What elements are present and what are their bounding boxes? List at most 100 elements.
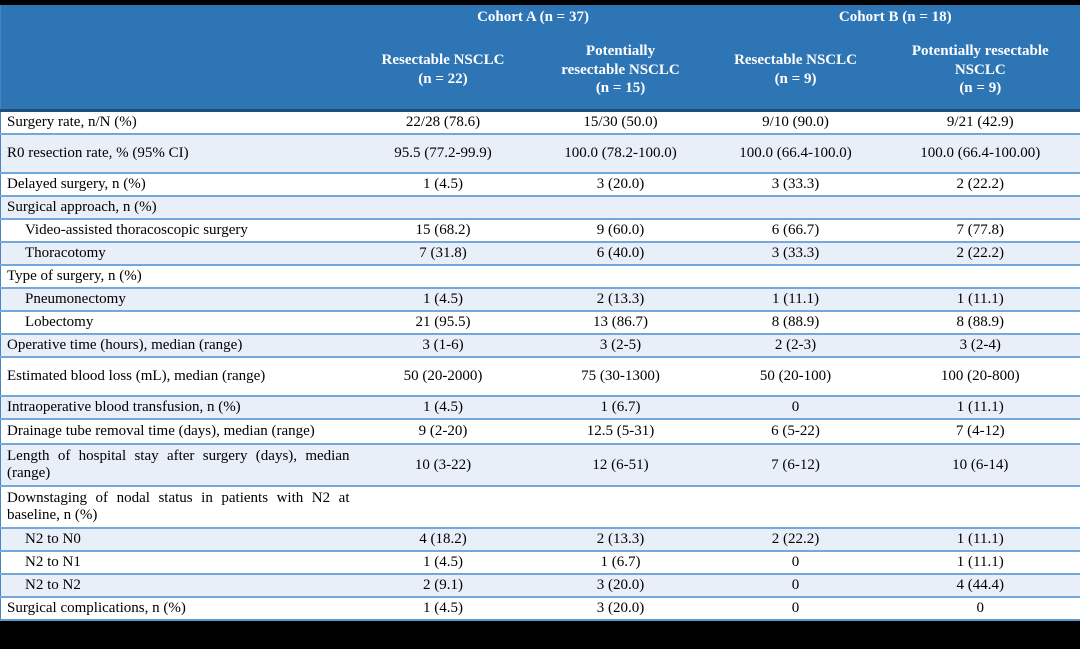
row-value: 1 (11.1) bbox=[880, 287, 1080, 311]
table-row: Estimated blood loss (mL), median (range… bbox=[0, 356, 1080, 396]
table-row: Drainage tube removal time (days), media… bbox=[0, 418, 1080, 444]
column-header-cohort-a-potentially-resectable: Potentially resectable NSCLC (n = 15) bbox=[530, 31, 711, 111]
row-value: 9 (60.0) bbox=[530, 218, 711, 242]
table-row: Surgical complications, n (%) 1 (4.5) 3 (2… bbox=[0, 596, 1080, 620]
row-value bbox=[530, 264, 711, 288]
row-label: R0 resection rate, % (95% CI) bbox=[0, 133, 356, 173]
row-label: Drainage tube removal time (days), media… bbox=[0, 418, 356, 444]
row-label: Lobectomy bbox=[0, 310, 356, 334]
row-value: 0 bbox=[710, 596, 881, 620]
row-label: N2 to N2 bbox=[0, 573, 356, 597]
row-value: 8 (88.9) bbox=[880, 310, 1080, 334]
row-value: 1 (11.1) bbox=[880, 395, 1080, 419]
table-header: Cohort A (n = 37) Cohort B (n = 18) Rese… bbox=[0, 5, 1080, 111]
row-value bbox=[355, 195, 531, 219]
row-value: 75 (30-1300) bbox=[530, 356, 711, 396]
row-value bbox=[880, 485, 1080, 528]
row-label: Video-assisted thoracoscopic surgery bbox=[0, 218, 356, 242]
row-value: 2 (2-3) bbox=[710, 333, 881, 357]
table-row: N2 to N0 4 (18.2) 2 (13.3) 2 (22.2) 1 (11.1) bbox=[0, 527, 1080, 551]
row-value: 3 (20.0) bbox=[530, 172, 711, 196]
row-value: 12 (6-51) bbox=[530, 443, 711, 486]
row-value: 9 (2-20) bbox=[355, 418, 531, 444]
bottom-black-bar bbox=[0, 637, 1080, 649]
table-row: R0 resection rate, % (95% CI) 95.5 (77.2-… bbox=[0, 133, 1080, 173]
row-value bbox=[880, 195, 1080, 219]
table-row: Video-assisted thoracoscopic surgery 15 (… bbox=[0, 218, 1080, 242]
row-value: 10 (6-14) bbox=[880, 443, 1080, 486]
row-label: Length of hospital stay after surgery (d… bbox=[0, 443, 356, 486]
row-value: 1 (4.5) bbox=[355, 287, 531, 311]
column-header-cohort-a-resectable: Resectable NSCLC (n = 22) bbox=[355, 31, 531, 111]
row-value: 1 (11.1) bbox=[880, 527, 1080, 551]
row-label: Surgery rate, n/N (%) bbox=[7, 114, 137, 130]
row-value: 100.0 (66.4-100.0) bbox=[710, 133, 881, 173]
row-value: 9/21 (42.9) bbox=[946, 114, 1014, 130]
row-value bbox=[880, 264, 1080, 288]
row-value: 7 (31.8) bbox=[355, 241, 531, 265]
row-value: 2 (9.1) bbox=[355, 573, 531, 597]
subgroup-header-row: Resectable NSCLC (n = 22) Potentially re… bbox=[1, 31, 1080, 111]
row-value: 8 (88.9) bbox=[710, 310, 881, 334]
row-value: 12.5 (5-31) bbox=[530, 418, 711, 444]
row-value: 100.0 (66.4-100.00) bbox=[880, 133, 1080, 173]
row-label: N2 to N1 bbox=[0, 550, 356, 574]
row-value: 1 (4.5) bbox=[355, 596, 531, 620]
cohort-a-header: Cohort A (n = 37) bbox=[355, 5, 711, 31]
row-label: Operative time (hours), median (range) bbox=[0, 333, 356, 357]
row-value bbox=[710, 485, 881, 528]
row-value: 6 (66.7) bbox=[710, 218, 881, 242]
row-value bbox=[710, 264, 881, 288]
row-value: 21 (95.5) bbox=[355, 310, 531, 334]
row-label: Estimated blood loss (mL), median (range… bbox=[0, 356, 356, 396]
row-label: Type of surgery, n (%) bbox=[0, 264, 356, 288]
row-value: 3 (1-6) bbox=[355, 333, 531, 357]
row-value: 50 (20-2000) bbox=[355, 356, 531, 396]
table-row: Intraoperative blood transfusion, n (%) 1… bbox=[0, 395, 1080, 419]
row-value: 6 (40.0) bbox=[530, 241, 711, 265]
row-value: 2 (22.2) bbox=[710, 527, 881, 551]
table-row: Pneumonectomy 1 (4.5) 2 (13.3) 1 (11.1) 1 (1… bbox=[0, 287, 1080, 311]
row-value: 3 (20.0) bbox=[530, 596, 711, 620]
table-row: Surgical approach, n (%) bbox=[0, 195, 1080, 219]
table-row: Thoracotomy 7 (31.8) 6 (40.0) 3 (33.3) 2 (22… bbox=[0, 241, 1080, 265]
row-value: 1 (4.5) bbox=[355, 395, 531, 419]
row-value: 7 (6-12) bbox=[710, 443, 881, 486]
row-value: 1 (4.5) bbox=[355, 172, 531, 196]
row-label: Downstaging of nodal status in patients … bbox=[0, 485, 356, 528]
row-value: 95.5 (77.2-99.9) bbox=[355, 133, 531, 173]
row-label: Delayed surgery, n (%) bbox=[0, 172, 356, 196]
row-value: 4 (44.4) bbox=[880, 573, 1080, 597]
table-row: Delayed surgery, n (%) 1 (4.5) 3 (20.0) 3 (… bbox=[0, 172, 1080, 196]
row-value: 1 (6.7) bbox=[530, 550, 711, 574]
row-label: Intraoperative blood transfusion, n (%) bbox=[0, 395, 356, 419]
row-value: 7 (4-12) bbox=[880, 418, 1080, 444]
row-value: 3 (20.0) bbox=[530, 573, 711, 597]
table-row: N2 to N1 1 (4.5) 1 (6.7) 0 1 (11.1) bbox=[0, 550, 1080, 574]
row-value: 22/28 (78.6) bbox=[405, 114, 481, 130]
row-value: 1 (11.1) bbox=[710, 287, 881, 311]
row-value: 1 (11.1) bbox=[880, 550, 1080, 574]
row-label: N2 to N0 bbox=[0, 527, 356, 551]
table-row: Type of surgery, n (%) bbox=[0, 264, 1080, 288]
row-value: 7 (77.8) bbox=[880, 218, 1080, 242]
row-label: Surgical complications, n (%) bbox=[0, 596, 356, 620]
column-header-cohort-b-resectable: Resectable NSCLC (n = 9) bbox=[710, 31, 881, 111]
label-column-header bbox=[0, 5, 356, 111]
table-row: N2 to N2 2 (9.1) 3 (20.0) 0 4 (44.4) bbox=[0, 573, 1080, 597]
cohort-header-row: Cohort A (n = 37) Cohort B (n = 18) bbox=[0, 5, 1080, 111]
row-value: 3 (2-4) bbox=[880, 333, 1080, 357]
column-header-cohort-b-potentially-resectable: Potentially resectable NSCLC (n = 9) bbox=[880, 31, 1080, 111]
top-black-bar bbox=[0, 0, 1080, 5]
row-value bbox=[355, 264, 531, 288]
row-value: 0 bbox=[710, 573, 881, 597]
row-value: 0 bbox=[710, 395, 881, 419]
row-value: 4 (18.2) bbox=[355, 527, 531, 551]
row-label: Thoracotomy bbox=[0, 241, 356, 265]
row-value: 0 bbox=[880, 596, 1080, 620]
row-label: Surgical approach, n (%) bbox=[0, 195, 356, 219]
row-value: 10 (3-22) bbox=[355, 443, 531, 486]
row-value bbox=[530, 195, 711, 219]
row-value bbox=[530, 485, 711, 528]
row-value: 0 bbox=[710, 550, 881, 574]
